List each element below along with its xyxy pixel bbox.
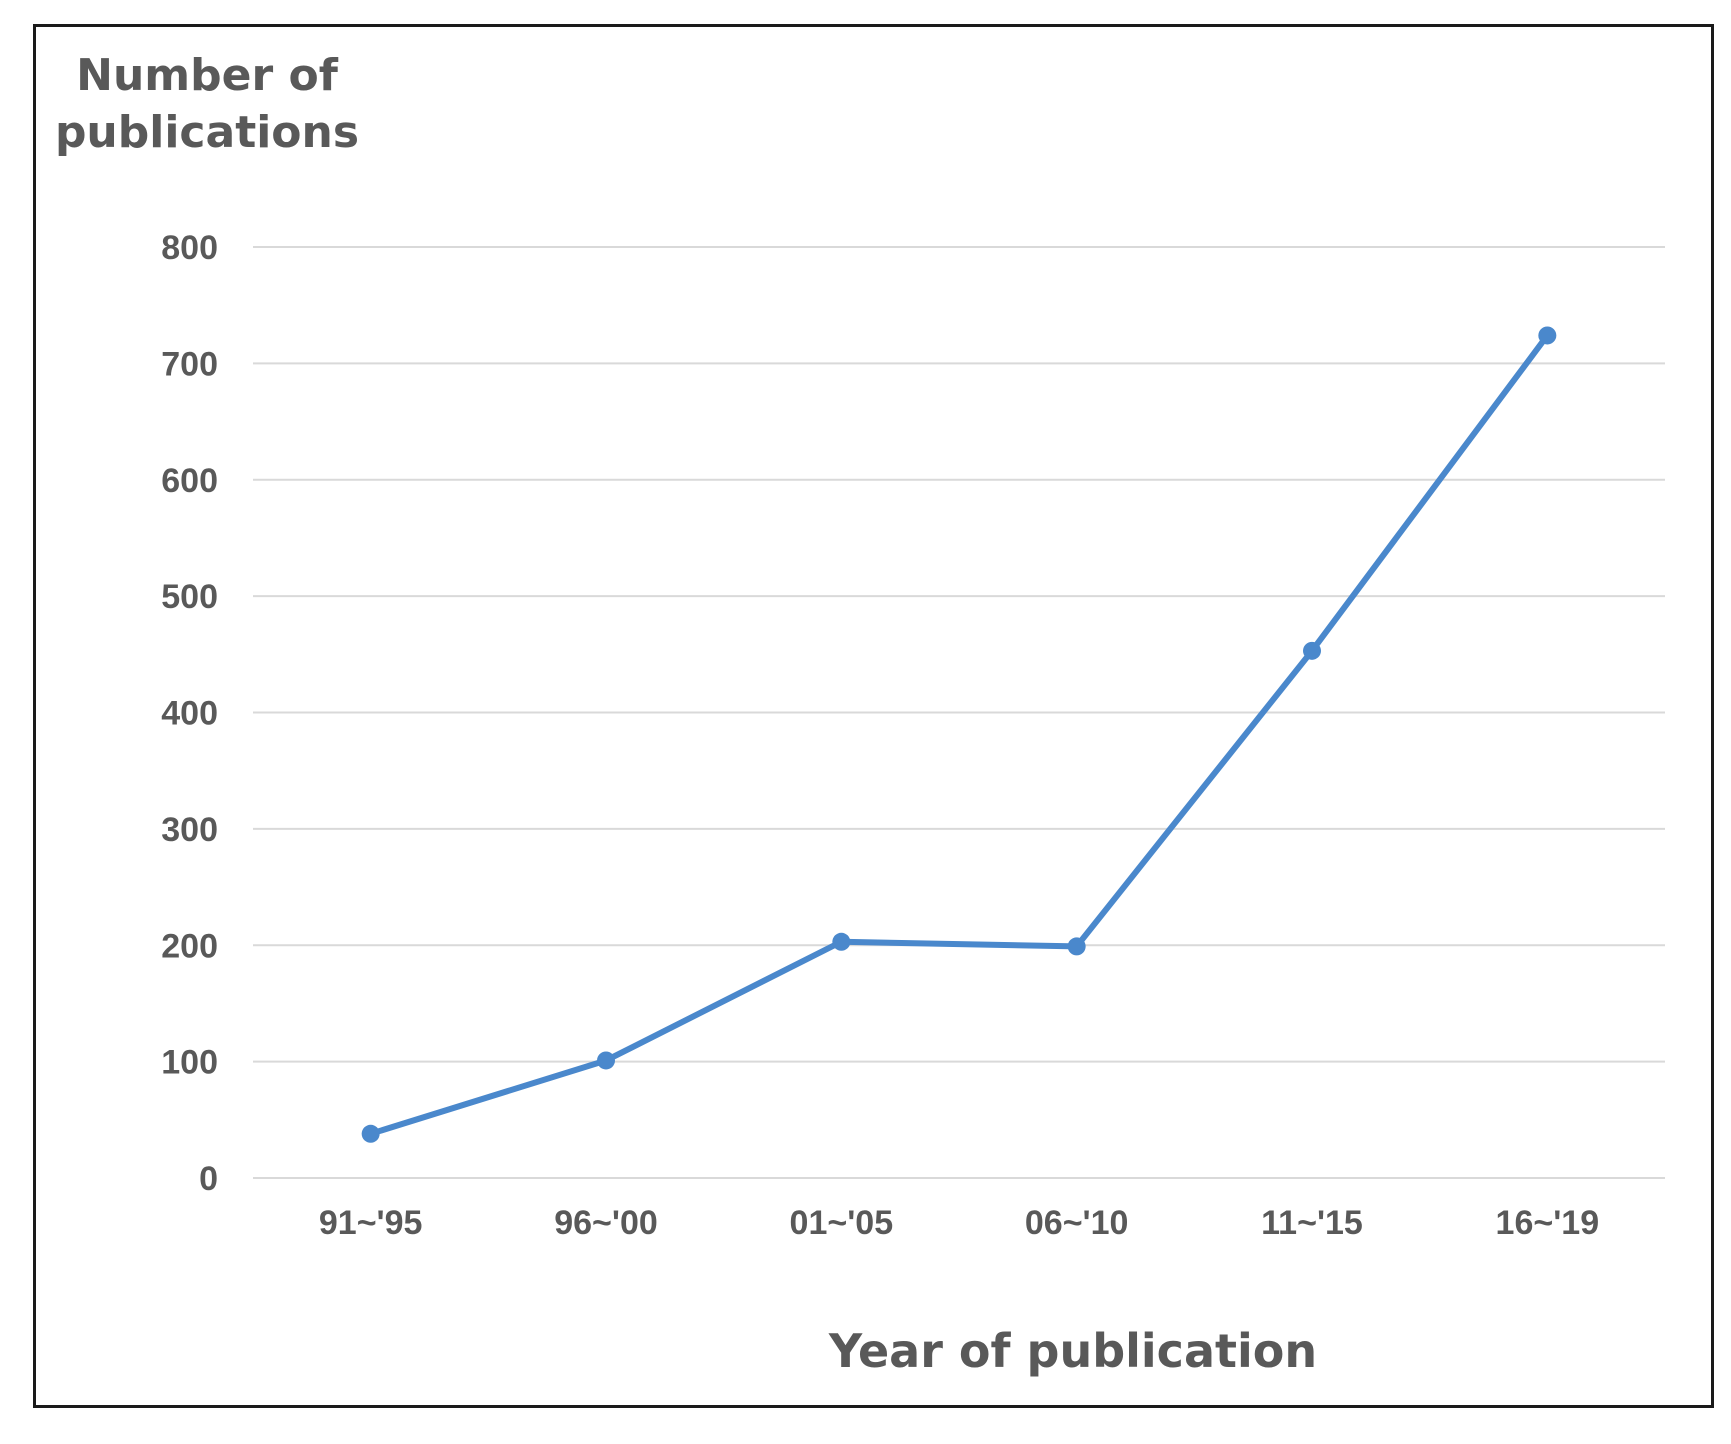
y-tick-label: 0 <box>199 1160 218 1198</box>
data-point <box>832 932 851 951</box>
series <box>361 326 1557 1143</box>
y-tick-label: 300 <box>161 811 218 849</box>
x-tick-label: 11~'15 <box>1261 1204 1363 1242</box>
data-point <box>361 1124 380 1143</box>
y-tick-label: 100 <box>161 1044 218 1082</box>
x-tick-label: 16~'19 <box>1496 1204 1600 1242</box>
x-axis-title: Year of publication <box>828 1324 1317 1378</box>
x-axis-ticks: 91~'95 96~'00 01~'05 06~'10 11~'15 16~'19 <box>319 1204 1599 1242</box>
data-point <box>597 1051 615 1070</box>
x-tick-label: 06~'10 <box>1025 1204 1129 1242</box>
data-point <box>1303 641 1321 660</box>
series-line <box>367 332 1551 1137</box>
y-tick-label: 600 <box>161 462 218 500</box>
data-point <box>1538 326 1557 345</box>
x-tick-label: 01~'05 <box>790 1204 894 1242</box>
y-tick-label: 700 <box>161 345 218 383</box>
y-tick-label: 500 <box>161 578 218 616</box>
y-tick-label: 800 <box>161 229 218 267</box>
y-tick-label: 200 <box>161 927 218 965</box>
y-axis-title-line-2: publications <box>55 107 359 158</box>
x-tick-label: 91~'95 <box>319 1204 423 1242</box>
gridlines <box>253 246 1665 1179</box>
x-tick-label: 96~'00 <box>554 1204 658 1242</box>
y-tick-label: 400 <box>161 695 218 733</box>
y-axis-title-line-1: Number of <box>76 50 339 101</box>
data-point <box>1067 937 1086 956</box>
y-axis-ticks: 0 100 200 300 400 500 600 700 800 <box>161 229 218 1198</box>
